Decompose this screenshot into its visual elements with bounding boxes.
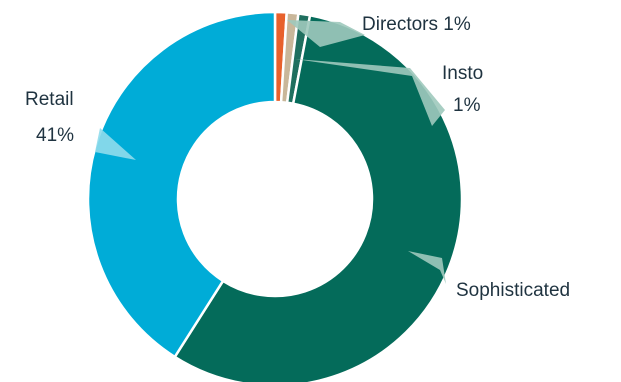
label-retail-name: Retail: [25, 89, 74, 110]
leader-retail: [95, 128, 136, 160]
label-insto-value: 1%: [453, 95, 481, 116]
leader-sophisticated: [408, 251, 446, 284]
label-sophisticated: Sophisticated: [456, 280, 570, 301]
label-retail-value: 41%: [36, 125, 74, 146]
leader-insto: [295, 59, 445, 126]
leader-lines: [95, 20, 446, 284]
slice-retail: [86, 10, 277, 359]
label-directors: Directors 1%: [362, 14, 471, 35]
slice-sophisticated: [173, 13, 464, 382]
leader-directors: [287, 20, 365, 47]
donut-slices: [86, 10, 464, 382]
label-insto-name: Insto: [442, 63, 483, 84]
